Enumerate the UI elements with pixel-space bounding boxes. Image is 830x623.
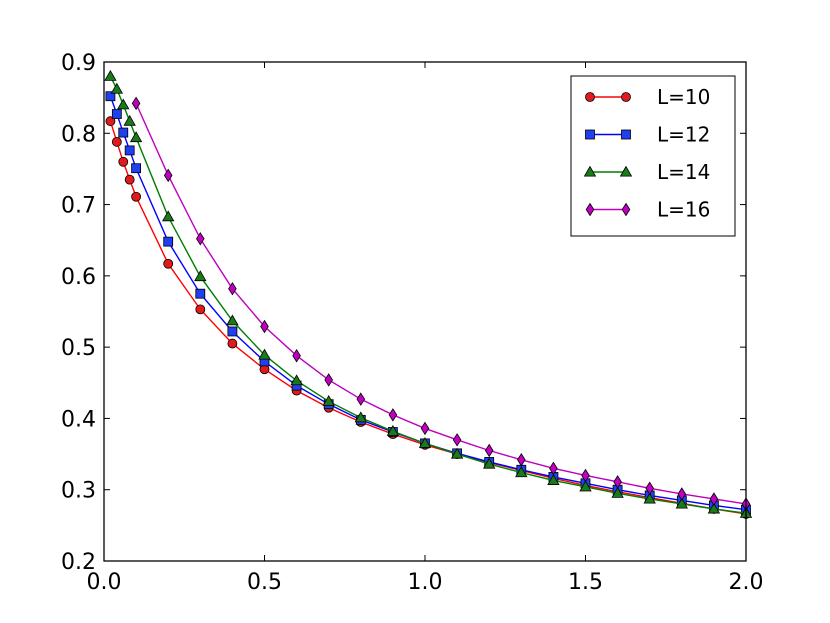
legend-marker <box>621 202 631 217</box>
y-tick-label: 0.6 <box>61 265 96 290</box>
data-point-L=16-15 <box>613 475 622 489</box>
data-point-L=14-4 <box>129 131 143 143</box>
data-point-L=12-6 <box>195 288 206 299</box>
data-point-L=14-9 <box>290 374 303 386</box>
data-point-L=12-7 <box>227 326 238 337</box>
y-tick-label: 0.4 <box>61 407 96 432</box>
x-tick-label: 1.5 <box>568 570 603 595</box>
data-point-L=16-10 <box>452 433 462 447</box>
data-point-L=14-11 <box>354 411 367 423</box>
data-point-L=16-6 <box>324 373 333 387</box>
data-point-L=16-8 <box>388 408 398 422</box>
data-point-L=14-13 <box>418 437 432 448</box>
data-point-L=10-5 <box>163 258 174 269</box>
legend-entry: L=16 <box>585 198 710 222</box>
data-point-L=16-13 <box>549 461 558 476</box>
data-point-L=12-2 <box>118 127 129 138</box>
y-tick-label: 0.5 <box>61 336 96 361</box>
data-point-L=14-16 <box>515 466 528 478</box>
data-point-L=14-20 <box>643 492 656 504</box>
legend-marker <box>619 165 633 177</box>
data-point-L=16-7 <box>356 392 366 406</box>
data-point-L=14-0 <box>104 69 117 81</box>
data-point-L=12-3 <box>124 145 135 156</box>
data-point-L=16-3 <box>228 281 237 296</box>
legend-marker <box>583 165 597 177</box>
data-point-L=16-0 <box>131 96 141 111</box>
y-tick-label: 0.8 <box>61 122 96 147</box>
data-point-L=10-2 <box>118 156 129 167</box>
data-point-L=16-9 <box>420 421 430 436</box>
legend-label: L=12 <box>657 123 710 147</box>
x-tick-label: 0.0 <box>87 570 122 595</box>
legend-marker <box>585 92 595 102</box>
data-point-L=14-7 <box>226 314 239 326</box>
data-point-L=10-1 <box>111 136 122 147</box>
data-point-L=16-12 <box>517 453 526 467</box>
data-point-L=16-2 <box>196 232 205 246</box>
tick-layer: 0.0 0.5 1.0 1.5 2.0 0.2 0.3 0.4 0.5 0.6 0.7 0.8 0.9 <box>61 51 764 595</box>
series-L=14 <box>104 69 753 518</box>
data-point-L=14-19 <box>611 486 624 498</box>
y-tick-label: 0.2 <box>61 550 96 575</box>
x-tick-label: 0.5 <box>247 570 282 595</box>
data-point-L=16-14 <box>581 468 590 483</box>
data-point-L=12-1 <box>111 109 122 119</box>
legend-entry: L=14 <box>583 160 710 184</box>
y-tick-label: 0.3 <box>61 479 96 504</box>
data-point-L=14-8 <box>258 348 271 360</box>
data-point-L=14-15 <box>483 457 496 469</box>
data-point-L=16-11 <box>484 443 494 458</box>
data-point-L=16-18 <box>709 492 719 506</box>
y-tick-label: 0.9 <box>61 51 96 76</box>
x-tick-label: 1.0 <box>408 570 443 595</box>
data-point-L=16-1 <box>163 168 173 183</box>
data-point-L=14-22 <box>707 502 721 514</box>
data-point-L=14-14 <box>450 447 464 459</box>
data-point-L=12-5 <box>163 236 174 247</box>
data-point-L=16-5 <box>292 348 301 363</box>
legend-label: L=10 <box>657 85 710 109</box>
data-point-L=14-1 <box>110 82 124 94</box>
data-point-L=16-17 <box>677 487 687 501</box>
legend-box <box>570 75 736 237</box>
data-point-L=12-4 <box>131 163 142 174</box>
data-point-L=10-3 <box>124 174 135 185</box>
legend-marker <box>585 202 595 217</box>
data-point-L=14-18 <box>579 480 592 492</box>
data-point-L=14-10 <box>322 395 335 406</box>
data-point-L=10-4 <box>131 191 142 202</box>
y-tick-label: 0.7 <box>61 194 96 219</box>
data-point-L=14-12 <box>386 424 400 436</box>
data-point-L=14-21 <box>675 497 688 509</box>
series-layer <box>104 69 753 519</box>
legend-entry: L=12 <box>585 123 710 147</box>
data-point-L=10-6 <box>195 304 206 315</box>
legend-marker <box>621 129 631 140</box>
data-point-L=14-17 <box>547 474 560 485</box>
legend-marker <box>621 92 631 102</box>
legend: L=10 L=12 L=14 L=16 <box>570 75 736 237</box>
x-tick-label: 2.0 <box>729 570 764 595</box>
data-point-L=14-3 <box>123 114 136 126</box>
legend-label: L=16 <box>657 198 710 222</box>
data-point-L=14-6 <box>194 270 207 282</box>
data-point-L=10-7 <box>227 338 238 349</box>
data-point-L=14-5 <box>162 210 175 222</box>
legend-entry: L=10 <box>585 85 710 109</box>
series-line-L=16 <box>135 103 747 505</box>
data-point-L=12-0 <box>105 91 116 102</box>
legend-marker <box>585 129 595 140</box>
data-point-L=14-2 <box>117 98 130 110</box>
data-point-L=16-4 <box>260 319 269 334</box>
data-point-L=16-16 <box>645 481 654 496</box>
legend-label: L=14 <box>657 160 710 184</box>
series-L=16 <box>131 96 751 511</box>
